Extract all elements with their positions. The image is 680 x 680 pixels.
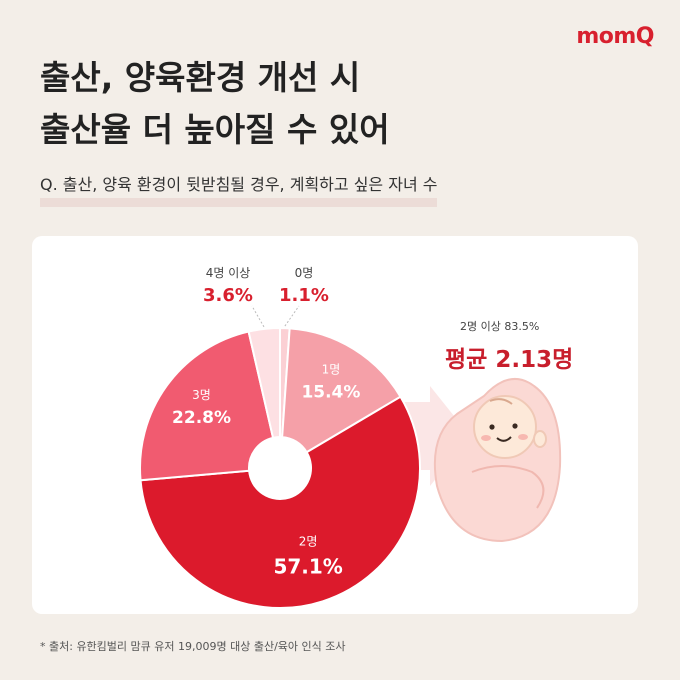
source-note: * 출처: 유한킴벌리 맘큐 유저 19,009명 대상 출산/육아 인식 조사 <box>40 640 346 653</box>
title-line-2: 출산율 더 높아질 수 있어 <box>40 110 390 149</box>
pie-slice-3 <box>139 330 275 482</box>
donut-chart: 0명 1.1% 1명 15.4% 2명 57.1% 3명 22.8% 4명 이상 3.6% <box>139 266 562 609</box>
slice-value-label-0: 1.1% <box>279 285 329 306</box>
slice-category-label-1: 1명 <box>322 362 341 376</box>
leader-line-4 <box>251 305 265 328</box>
summary-caption: 2명 이상 83.5% <box>460 320 540 333</box>
slice-value-label-1: 15.4% <box>301 382 360 402</box>
average-value: 평균 2.13명 <box>445 347 574 373</box>
pie-slice-1 <box>281 327 402 454</box>
slice-value-label-2: 57.1% <box>273 555 342 579</box>
brand-logo: momQ <box>576 24 654 49</box>
slice-category-label-0: 0명 <box>295 266 314 280</box>
pie-slice-4 <box>247 326 281 439</box>
leader-line-0 <box>284 305 300 327</box>
chart-question: Q. 출산, 양육 환경이 뒷받침될 경우, 계획하고 싶은 자녀 수 <box>40 176 438 207</box>
pie-slice-2 <box>139 395 421 609</box>
page-title: 출산, 양육환경 개선 시 출산율 더 높아질 수 있어 <box>40 52 390 156</box>
slice-category-label-4: 4명 이상 <box>206 266 251 280</box>
title-line-1: 출산, 양육환경 개선 시 <box>40 58 361 97</box>
slice-value-label-4: 3.6% <box>203 285 253 306</box>
slice-category-label-2: 2명 <box>299 535 318 549</box>
chart-card: 0명 1.1% 1명 15.4% 2명 57.1% 3명 22.8% 4명 이상 3.6% <box>32 236 638 614</box>
slice-category-label-3: 3명 <box>192 388 211 402</box>
baby-icon <box>433 377 562 543</box>
slice-value-label-3: 22.8% <box>172 408 231 428</box>
